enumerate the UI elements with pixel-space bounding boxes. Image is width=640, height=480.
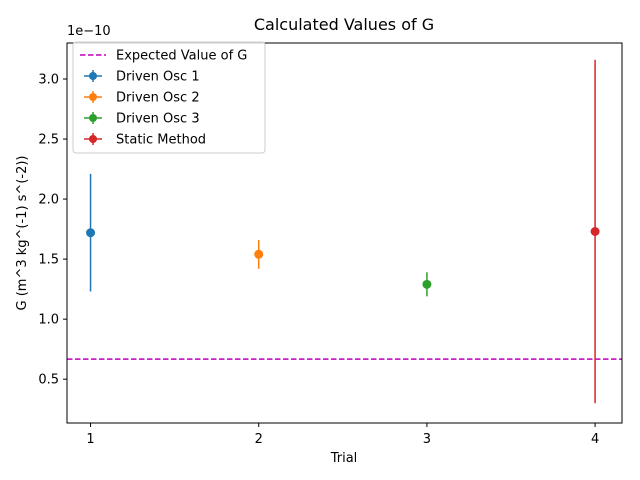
y-tick-label: 0.5 [38,373,59,388]
legend-label-3: Driven Osc 3 [116,112,200,127]
legend-frame [72,41,266,154]
data-point-1 [86,228,96,238]
plot-area [67,59,622,404]
data-point-3 [422,279,432,289]
legend-swatch-marker-3 [89,114,97,122]
y-tick-label: 2.5 [38,133,59,148]
x-axis-label: Trial [330,451,358,466]
y-tick-label: 1.0 [38,313,59,328]
x-axis: 1 2 3 4 [86,423,599,447]
x-tick-label: 3 [423,432,431,447]
data-point-2 [254,249,264,259]
legend: Expected Value of G Driven Osc 1 Driven Os… [72,41,266,154]
legend-swatch-marker-2 [89,93,97,101]
legend-label-2: Driven Osc 2 [116,91,200,106]
legend-swatch-marker-4 [89,135,97,143]
legend-label-4: Static Method [116,133,206,148]
x-tick-label: 1 [86,432,94,447]
x-tick-label: 2 [255,432,263,447]
data-point-4 [590,226,600,236]
legend-label-1: Driven Osc 1 [116,70,200,85]
y-axis: 0.5 1.0 1.5 2.0 2.5 3.0 [38,73,67,388]
y-tick-label: 3.0 [38,73,59,88]
axes-frame [66,42,623,424]
y-tick-label: 1.5 [38,253,59,268]
chart-title: Calculated Values of G [254,15,434,34]
legend-label-expected: Expected Value of G [116,49,247,64]
x-tick-label: 4 [591,432,599,447]
y-tick-label: 2.0 [38,193,59,208]
y-offset-label: 1e−10 [67,24,111,39]
legend-swatch-marker-1 [89,72,97,80]
y-axis-label: G (m^3 kg^(-1) s^(-2)) [15,156,30,311]
